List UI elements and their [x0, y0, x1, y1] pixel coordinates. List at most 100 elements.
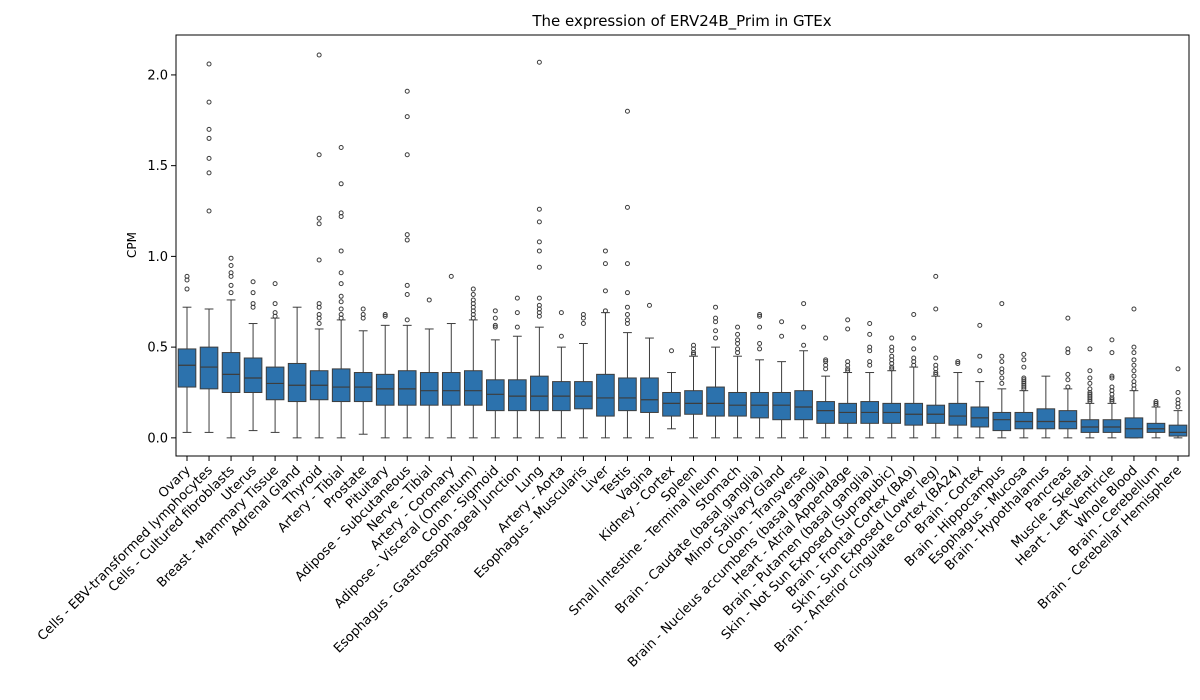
outlier-point	[1065, 315, 1071, 321]
y-tick-label: 2.0	[147, 68, 168, 83]
box	[728, 391, 747, 417]
box-group	[1036, 375, 1056, 439]
outlier-point	[338, 293, 344, 299]
box-group	[552, 310, 571, 439]
box-group	[463, 286, 483, 439]
outlier-point	[624, 317, 630, 323]
outlier-point	[1153, 399, 1159, 405]
outlier-point	[316, 152, 322, 158]
outlier-point	[624, 304, 630, 310]
outlier-point	[1131, 373, 1137, 379]
outlier-point	[206, 99, 212, 105]
outlier-point	[536, 239, 542, 245]
outlier-point	[492, 322, 498, 328]
box	[530, 375, 549, 412]
outlier-point	[999, 301, 1005, 307]
outlier-point	[206, 208, 212, 214]
outlier-point	[228, 290, 234, 296]
outlier-point	[404, 88, 410, 94]
box-group	[486, 308, 505, 439]
box-group	[904, 311, 924, 439]
outlier-point	[757, 311, 763, 317]
outlier-point	[1087, 391, 1093, 397]
outlier-point	[624, 290, 630, 296]
outlier-point	[911, 355, 917, 361]
box	[662, 391, 681, 417]
outlier-point	[668, 348, 674, 354]
outlier-point	[889, 353, 895, 359]
box-group	[574, 311, 593, 439]
outlier-point	[536, 206, 542, 212]
outlier-point	[1021, 357, 1027, 363]
outlier-point	[316, 321, 322, 327]
outlier-point	[404, 291, 410, 297]
outlier-point	[735, 324, 741, 330]
outlier-point	[867, 321, 873, 327]
box	[441, 372, 461, 406]
box	[838, 402, 857, 424]
outlier-point	[1175, 397, 1181, 403]
outlier-point	[1087, 346, 1093, 352]
outlier-point	[1021, 375, 1027, 381]
outlier-point	[272, 281, 278, 287]
box	[772, 391, 791, 421]
outlier-point	[911, 346, 917, 352]
outlier-point	[1131, 362, 1137, 368]
outlier-point	[250, 279, 256, 285]
outlier-point	[1109, 337, 1115, 343]
outlier-point	[536, 59, 542, 65]
outlier-point	[735, 337, 741, 343]
outlier-point	[1065, 371, 1071, 377]
outlier-point	[470, 297, 476, 303]
outlier-point	[1087, 368, 1093, 374]
outlier-point	[448, 273, 454, 279]
outlier-point	[228, 270, 234, 276]
y-tick-label: 1.0	[147, 250, 168, 265]
box-group	[618, 108, 637, 439]
outlier-point	[757, 313, 763, 319]
outlier-point	[1131, 357, 1137, 363]
box-group	[287, 306, 307, 439]
outlier-point	[602, 308, 608, 314]
outlier-point	[404, 152, 410, 158]
outlier-point	[823, 359, 829, 365]
box-group	[1124, 306, 1144, 439]
box-group	[816, 335, 835, 439]
outlier-point	[713, 328, 719, 334]
outlier-point	[250, 301, 256, 307]
outlier-point	[206, 170, 212, 176]
box-group	[706, 304, 725, 439]
outlier-point	[757, 346, 763, 352]
box	[1146, 422, 1166, 433]
outlier-point	[338, 248, 344, 254]
outlier-point	[228, 282, 234, 288]
outlier-point	[977, 353, 983, 359]
outlier-point	[1131, 306, 1137, 312]
outlier-point	[1065, 377, 1071, 383]
outlier-point	[338, 311, 344, 317]
y-axis-label: CPM	[125, 232, 139, 258]
outlier-point	[1109, 375, 1115, 381]
outlier-point	[206, 126, 212, 132]
outlier-point	[536, 302, 542, 308]
outlier-point	[1153, 400, 1159, 406]
outlier-point	[1175, 366, 1181, 372]
outlier-point	[999, 375, 1005, 381]
box	[243, 357, 263, 393]
chart-title: The expression of ERV24B_Prim in GTEx	[531, 12, 831, 31]
box-group	[243, 279, 263, 432]
outlier-point	[779, 333, 785, 339]
outlier-point	[404, 317, 410, 323]
box-group	[375, 311, 395, 439]
box-group	[199, 61, 219, 433]
outlier-point	[514, 310, 520, 316]
box-group	[750, 311, 769, 439]
outlier-point	[404, 237, 410, 243]
outlier-point	[1087, 375, 1093, 381]
outlier-point	[801, 324, 807, 330]
box	[574, 381, 593, 410]
box-group	[530, 59, 549, 439]
outlier-point	[316, 311, 322, 317]
outlier-point	[338, 270, 344, 276]
